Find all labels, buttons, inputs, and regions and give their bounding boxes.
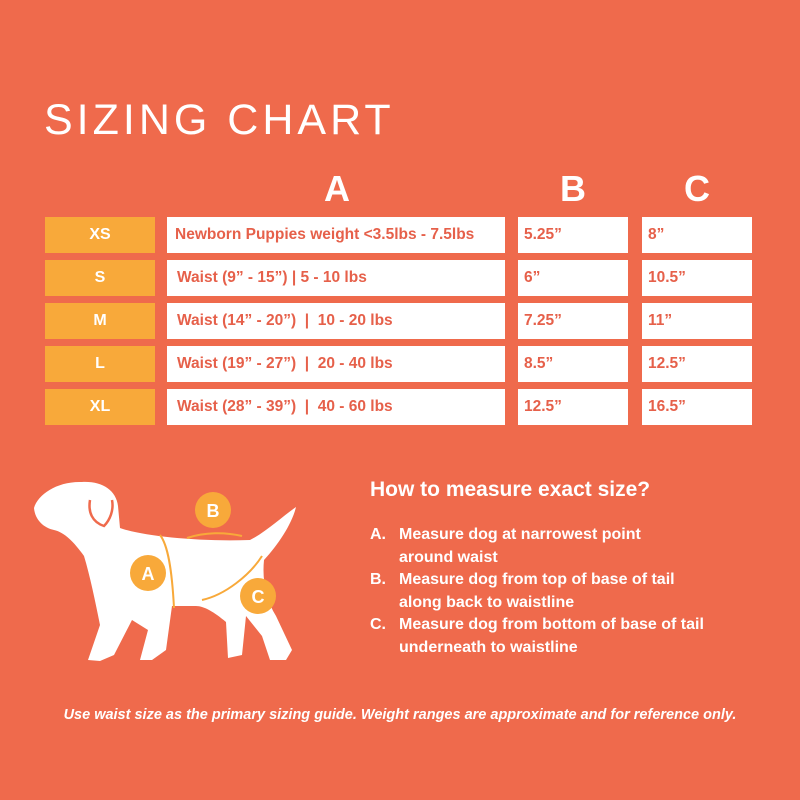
measure-b-cell: 7.25” [518, 303, 628, 339]
step-a: A. Measure dog at narrowest point around … [370, 524, 730, 569]
size-label: XL [45, 389, 155, 425]
measure-c-cell: 8” [642, 217, 752, 253]
column-header-a: A [324, 168, 350, 209]
howto-heading: How to measure exact size? [370, 478, 651, 501]
measure-c-cell: 11” [642, 303, 752, 339]
step-text: Measure dog at narrowest point around wa… [399, 526, 641, 566]
measure-c-cell: 12.5” [642, 346, 752, 382]
label-a: A [142, 564, 155, 584]
step-letter: C. [370, 616, 386, 633]
step-c: C. Measure dog from bottom of base of tai… [370, 614, 730, 659]
step-letter: A. [370, 526, 386, 543]
measure-line-c [201, 555, 263, 601]
measure-c-cell: 16.5” [642, 389, 752, 425]
measure-line-a [159, 534, 175, 609]
label-b-badge: B [195, 492, 231, 528]
measure-b-cell: 6” [518, 260, 628, 296]
howto-steps: A. Measure dog at narrowest point around … [370, 524, 730, 659]
step-text: Measure dog from top of base of tail alo… [399, 571, 675, 611]
size-label: S [45, 260, 155, 296]
page-title: SIZING CHART [44, 96, 395, 144]
waist-weight-cell: Waist (28” - 39”) | 40 - 60 lbs [167, 389, 505, 425]
label-c: C [252, 587, 265, 607]
label-a-badge: A [130, 555, 166, 591]
waist-weight-cell: Newborn Puppies weight <3.5lbs - 7.5lbs [167, 217, 505, 253]
size-label: L [45, 346, 155, 382]
column-header-b: B [560, 168, 586, 209]
footer-note: Use waist size as the primary sizing gui… [63, 707, 737, 723]
step-letter: B. [370, 571, 386, 588]
column-header-c: C [684, 168, 710, 209]
measure-b-cell: 5.25” [518, 217, 628, 253]
measure-b-cell: 12.5” [518, 389, 628, 425]
measure-b-cell: 8.5” [518, 346, 628, 382]
step-text: Measure dog from bottom of base of tail … [399, 616, 704, 656]
label-b: B [207, 501, 220, 521]
measure-c-cell: 10.5” [642, 260, 752, 296]
dog-ear-icon [88, 499, 114, 528]
size-label: M [45, 303, 155, 339]
waist-weight-cell: Waist (14” - 20”) | 10 - 20 lbs [167, 303, 505, 339]
measure-line-b [186, 532, 243, 539]
size-label: XS [45, 217, 155, 253]
waist-weight-cell: Waist (19” - 27”) | 20 - 40 lbs [167, 346, 505, 382]
label-c-badge: C [240, 578, 276, 614]
waist-weight-cell: Waist (9” - 15”) | 5 - 10 lbs [167, 260, 505, 296]
step-b: B. Measure dog from top of base of tail a… [370, 569, 730, 614]
